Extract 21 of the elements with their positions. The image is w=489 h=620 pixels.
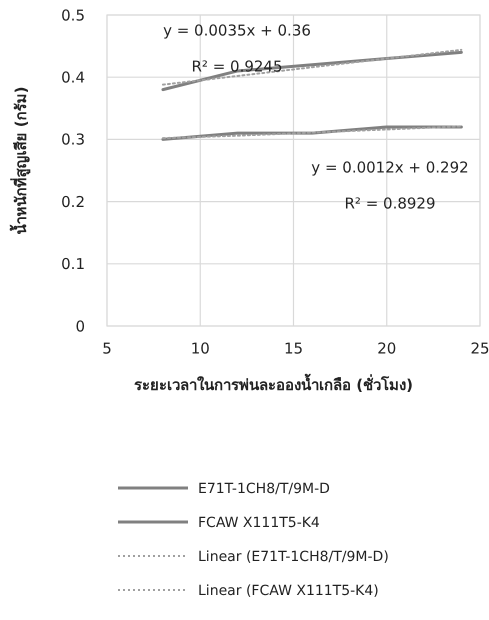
x-tick-label: 25 xyxy=(470,339,489,358)
annotation: y = 0.0035x + 0.36 xyxy=(163,21,311,40)
y-tick-label: 0.4 xyxy=(61,68,85,86)
y-axis-title: น้ำหนักที่สูญเสีย (กรัม) xyxy=(9,86,31,234)
x-axis-title: ระยะเวลาในการพ่นละอองน้ำเกลือ (ชั่วโมง) xyxy=(134,373,413,394)
y-tick-label: 0.1 xyxy=(61,255,85,274)
annotation: y = 0.0012x + 0.292 xyxy=(311,158,469,176)
y-tick-label: 0.3 xyxy=(61,130,85,149)
y-tick-label: 0.2 xyxy=(61,192,85,211)
legend-label: Linear (E71T-1CH8/T/9M-D) xyxy=(198,548,389,565)
legend-label: Linear (FCAW X111T5-K4) xyxy=(198,582,379,599)
legend-label: E71T-1CH8/T/9M-D xyxy=(198,480,330,497)
x-tick-label: 20 xyxy=(377,339,396,358)
annotation: R² = 0.8929 xyxy=(344,194,436,212)
y-tick-label: 0 xyxy=(75,317,85,336)
x-tick-label: 5 xyxy=(102,339,112,358)
x-tick-label: 10 xyxy=(190,339,210,358)
y-tick-label: 0.5 xyxy=(61,6,85,24)
legend-label: FCAW X111T5-K4 xyxy=(198,514,320,531)
x-tick-label: 15 xyxy=(284,339,304,358)
line-series xyxy=(162,48,462,86)
